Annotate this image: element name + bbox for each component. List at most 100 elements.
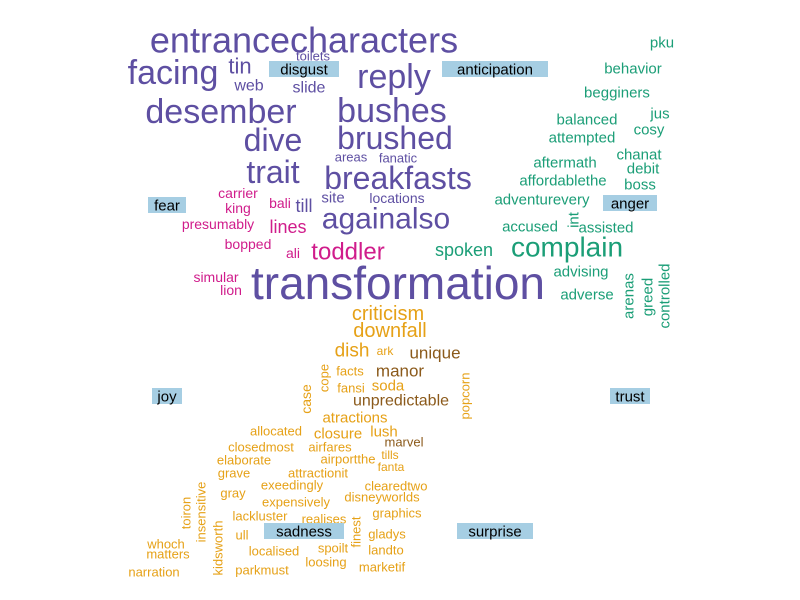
word-popcorn: popcorn — [458, 373, 473, 420]
word-expensively: expensively — [262, 495, 330, 510]
word-brushed: brushed — [337, 120, 453, 156]
word-locations: locations — [369, 190, 424, 206]
word-facing: facing — [128, 54, 219, 92]
word-site: site — [321, 190, 344, 207]
label-text-sadness: sadness — [276, 524, 332, 541]
label-box-anger — [603, 195, 657, 211]
word-grave: grave — [218, 466, 251, 481]
word-insensitive: insensitive — [194, 482, 209, 543]
word-ali: ali — [286, 245, 300, 261]
word-manor: manor — [376, 362, 425, 381]
label-fear: fear — [148, 197, 186, 215]
word-complain: complain — [511, 232, 623, 263]
word-ark: ark — [377, 344, 395, 358]
word-gray: gray — [220, 486, 246, 501]
label-box-joy — [152, 388, 182, 404]
label-text-surprise: surprise — [468, 524, 521, 541]
word-entrancecharacters: entrancecharacters — [150, 20, 458, 61]
word-closedmost: closedmost — [228, 440, 294, 455]
word-whoch: whoch — [146, 537, 185, 552]
word-arenas: arenas — [621, 273, 638, 319]
word-fansi: fansi — [337, 381, 365, 396]
label-box-anticipation — [442, 61, 548, 77]
label-box-fear — [148, 197, 186, 213]
word-gladys: gladys — [368, 527, 406, 542]
word-transformation: transformation — [251, 257, 545, 309]
word-bushes: bushes — [337, 92, 447, 130]
label-box-surprise — [457, 523, 533, 539]
word-assisted: assisted — [578, 220, 633, 237]
word-trait: trait — [246, 154, 299, 190]
word-boss: boss — [624, 177, 656, 194]
label-anticipation: anticipation — [442, 61, 548, 79]
word-exeedingly: exeedingly — [261, 478, 324, 493]
word-atractions: atractions — [322, 410, 387, 427]
label-text-fear: fear — [154, 198, 180, 215]
word-balanced: balanced — [557, 112, 618, 129]
word-loosing: loosing — [305, 555, 346, 570]
word-areas: areas — [335, 150, 368, 165]
word-lush: lush — [370, 424, 398, 441]
word-soda: soda — [372, 378, 405, 395]
word-realises: realises — [302, 512, 347, 527]
word-fanta: fanta — [378, 460, 405, 474]
word-case: case — [298, 384, 314, 414]
word-matters: matters — [146, 547, 190, 562]
word-parkmust: parkmust — [235, 563, 289, 578]
word-facts: facts — [336, 364, 364, 379]
word-lion: lion — [220, 282, 242, 298]
word-attempted: attempted — [549, 130, 616, 147]
word-till: till — [296, 196, 313, 216]
word-desember: desember — [145, 93, 296, 131]
word-airportthe: airportthe — [321, 452, 376, 467]
word-tills: tills — [381, 448, 398, 462]
word-elaborate: elaborate — [217, 453, 271, 468]
word-adventurevery: adventurevery — [494, 192, 590, 209]
label-joy: joy — [152, 388, 182, 406]
word-simular: simular — [193, 269, 238, 285]
word-graphics: graphics — [372, 506, 422, 521]
word-criticism: criticism — [352, 303, 424, 325]
label-text-anger: anger — [611, 196, 649, 213]
label-anger: anger — [603, 195, 657, 213]
word-toiron: toiron — [179, 497, 194, 530]
word-localised: localised — [249, 544, 300, 559]
word-behavior: behavior — [604, 61, 662, 78]
word-slide: slide — [293, 80, 326, 97]
word-advising: advising — [553, 264, 608, 281]
word-accused: accused — [502, 219, 558, 236]
word-closure: closure — [314, 426, 362, 443]
word-lines: lines — [269, 217, 306, 237]
word-aftermath: aftermath — [533, 155, 596, 172]
word-tin: tin — [228, 54, 251, 79]
word-pku: pku — [650, 35, 674, 52]
word-carrier: carrier — [218, 185, 258, 201]
label-box-sadness — [264, 523, 344, 539]
word-spoilt: spoilt — [318, 541, 349, 556]
word-fanatic: fanatic — [379, 151, 418, 166]
word-lackluster: lackluster — [233, 509, 289, 524]
word-chanat: chanat — [616, 147, 662, 164]
word-marketif: marketif — [359, 560, 406, 575]
word-debit: debit — [627, 161, 660, 178]
word-toddler: toddler — [311, 239, 384, 266]
word-bopped: bopped — [225, 236, 272, 252]
word-againalso: againalso — [322, 203, 450, 236]
word-jus: jus — [649, 106, 669, 123]
word-ull: ull — [235, 528, 248, 543]
label-text-anticipation: anticipation — [457, 62, 533, 79]
word-web: web — [233, 78, 263, 95]
word-presumably: presumably — [182, 216, 254, 232]
word-landto: landto — [368, 543, 403, 558]
word-dive: dive — [244, 122, 303, 158]
word-int: int — [566, 211, 583, 228]
word-toilets: toilets — [296, 49, 330, 64]
word-narration: narration — [128, 565, 179, 580]
label-sadness: sadness — [264, 523, 344, 541]
word-clearedtwo: clearedtwo — [365, 479, 428, 494]
word-greed: greed — [640, 278, 657, 316]
label-box-trust — [610, 388, 650, 404]
label-box-disgust — [269, 61, 339, 77]
